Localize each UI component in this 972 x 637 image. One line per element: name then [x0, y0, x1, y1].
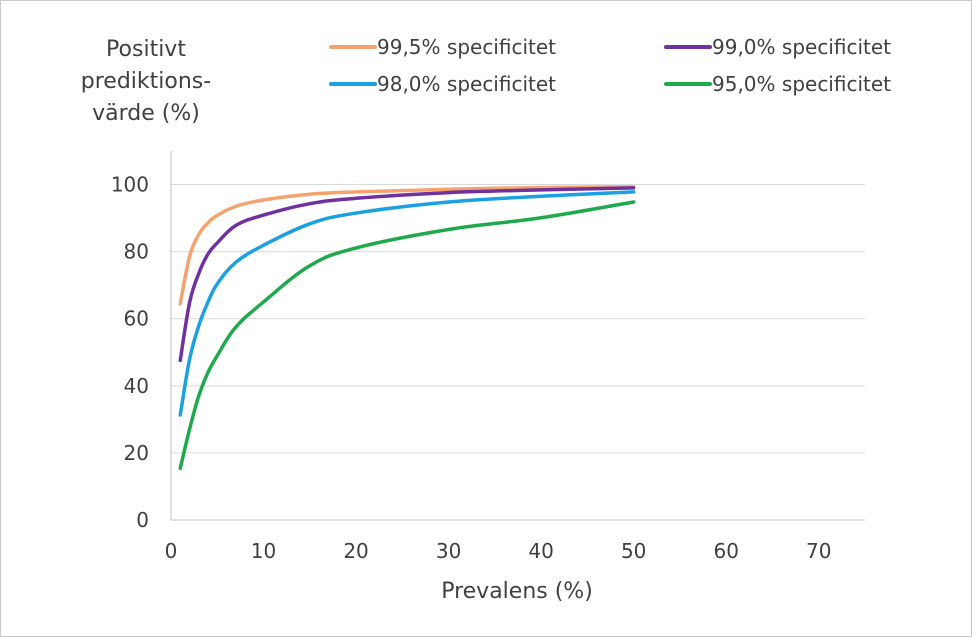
x-tick-label: 40 [528, 539, 553, 563]
legend-item-4: 95,0% specificitet [664, 72, 891, 96]
legend-item-3: 98,0% specificitet [329, 72, 556, 96]
series-line-1 [178, 185, 636, 306]
x-tick-label: 0 [165, 539, 178, 563]
y-axis-title-line-2: prediktions- [81, 69, 211, 94]
x-axis-title: Prevalens (%) [441, 579, 593, 604]
gridlines [171, 184, 865, 454]
legend-label: 99,5% specificitet [377, 35, 556, 59]
series-line-3 [178, 190, 636, 417]
x-tick-label: 10 [251, 539, 276, 563]
y-tick-labels: 0 20 40 60 80 100 [111, 173, 149, 532]
y-tick-label: 40 [124, 374, 149, 398]
y-tick-label: 20 [124, 441, 149, 465]
y-axis-title: Positivt prediktions- värde (%) [81, 37, 211, 126]
y-tick-label: 100 [111, 173, 149, 197]
y-tick-label: 60 [124, 307, 149, 331]
y-tick-label: 0 [136, 508, 149, 532]
legend: 99,5% specificitet 99,0% specificitet 98,0… [329, 35, 891, 96]
series-line-2 [178, 186, 636, 363]
x-tick-label: 50 [621, 539, 646, 563]
x-tick-labels: 0 10 20 30 40 50 60 70 [165, 539, 832, 563]
legend-label: 98,0% specificitet [377, 72, 556, 96]
series-line-4 [178, 200, 636, 471]
series-lines [178, 185, 636, 471]
x-tick-label: 20 [343, 539, 368, 563]
legend-label: 99,0% specificitet [712, 35, 891, 59]
axes [170, 151, 865, 521]
legend-label: 95,0% specificitet [712, 72, 891, 96]
x-tick-label: 30 [436, 539, 461, 563]
y-axis-title-line-1: Positivt [106, 37, 186, 62]
x-tick-label: 60 [713, 539, 738, 563]
y-axis-title-line-3: värde (%) [92, 101, 200, 126]
legend-item-2: 99,0% specificitet [664, 35, 891, 59]
y-tick-label: 80 [124, 240, 149, 264]
x-tick-label: 70 [806, 539, 831, 563]
legend-item-1: 99,5% specificitet [329, 35, 556, 59]
